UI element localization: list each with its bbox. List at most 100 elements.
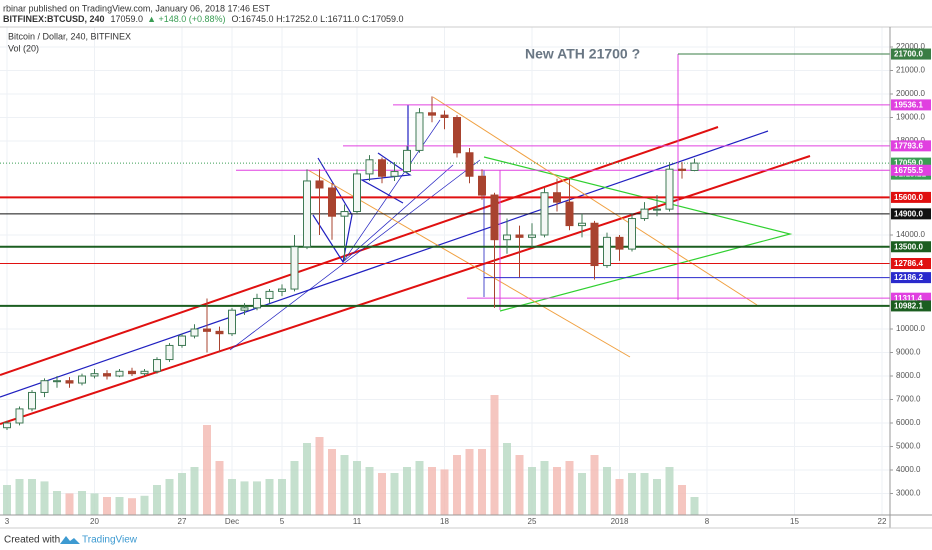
volume-bar [590, 455, 599, 515]
level-box [891, 164, 931, 176]
candle-body [90, 373, 99, 377]
candle-body [65, 380, 74, 384]
volume-bar [565, 461, 574, 515]
volume-bar [165, 479, 174, 515]
volume-bar [190, 467, 199, 515]
pattern [312, 157, 353, 264]
brand: TradingView [82, 535, 138, 546]
volume-bar [365, 467, 374, 515]
volume-bar [315, 437, 324, 515]
candle-body [165, 344, 174, 361]
candle-body [240, 307, 249, 311]
volume-bar [653, 479, 661, 515]
y-tick-label: 10000.0 [896, 324, 925, 333]
volume-bar [528, 467, 536, 515]
y-tick-label: 19000.0 [896, 113, 925, 122]
candle-body [665, 168, 674, 210]
candle-body [28, 391, 36, 410]
change: ▲ +148.0 (+0.88%) [147, 14, 225, 24]
candle-body [478, 175, 486, 196]
candle-body [340, 210, 349, 217]
volume-bar [40, 481, 49, 515]
volume-bar [490, 395, 499, 515]
levels [0, 53, 890, 307]
candle-body [653, 208, 661, 211]
volume-bar [128, 498, 136, 515]
candle-body [615, 236, 624, 250]
y-tick-label: 21000.0 [896, 66, 925, 75]
ohlc: O:16745.0 H:17252.0 L:16711.0 C:17059.0 [232, 14, 404, 24]
x-tick-label: 5 [280, 517, 285, 526]
volume-bar [3, 485, 11, 515]
level-box [891, 140, 931, 152]
candle-body [215, 330, 224, 335]
x-tick-label: 22 [878, 517, 887, 526]
level-box [891, 300, 931, 312]
volume-bar [390, 473, 399, 515]
trend-line [0, 155, 811, 425]
candle-body [190, 328, 199, 337]
level-box [891, 258, 931, 270]
volume-bar [265, 479, 274, 515]
candle-body [153, 359, 161, 372]
y-tick-label: 14000.0 [896, 230, 925, 239]
fan-line [229, 159, 481, 351]
candle-body [378, 159, 386, 177]
volume-bar [228, 479, 236, 515]
x-tick-label: 18 [440, 517, 449, 526]
annotation: New ATH 21700 ? [525, 46, 640, 62]
y-tick-label: 5000.0 [896, 442, 921, 451]
volume-bar [153, 485, 161, 515]
candle-body [490, 194, 499, 241]
candle-body [690, 162, 699, 171]
chart-title: Bitcoin / Dollar, 240, BITFINEX [8, 31, 131, 41]
level-label: 13500.0 [894, 242, 923, 251]
volume-bar [440, 469, 449, 515]
y-tick-label: 7000.0 [896, 395, 921, 404]
candle-body [503, 234, 511, 241]
y-tick-label: 4000.0 [896, 465, 921, 474]
candle-body [290, 246, 299, 290]
volume-bar [240, 481, 249, 515]
publisher: rbinar published on TradingView.com, Jan… [3, 3, 271, 13]
candle-body [415, 112, 424, 151]
candle-body [565, 201, 574, 227]
candle-body [553, 192, 561, 203]
volume-bar [340, 455, 349, 515]
candle-body [3, 422, 11, 429]
channel-line [432, 96, 758, 306]
volume-bar [403, 467, 411, 515]
grid [0, 27, 890, 515]
candle-body [328, 187, 336, 217]
level-box [891, 272, 931, 284]
volume-bar [478, 449, 486, 515]
volume-bar [253, 481, 261, 515]
volume-bar [515, 455, 524, 515]
volume-bar [578, 473, 586, 515]
volume-bar [665, 467, 674, 515]
volume-bar [53, 491, 61, 515]
candle-body [540, 192, 549, 236]
level-label: 11311.4 [894, 294, 923, 303]
level-label: 17793.6 [894, 141, 923, 150]
y-tick-label: 20000.0 [896, 89, 925, 98]
volume-bar [628, 473, 636, 515]
level-box [891, 292, 931, 304]
candle-body [103, 373, 111, 377]
last-price: 17059.0 [111, 14, 144, 24]
volume-bar [115, 497, 124, 515]
volume-bar [615, 479, 624, 515]
candle-body [265, 290, 274, 299]
volume-bar [28, 479, 36, 515]
level-label: 10982.1 [894, 302, 923, 311]
y-tick-label: 9000.0 [896, 348, 921, 357]
volume-bar [690, 497, 699, 515]
volume-bar [78, 491, 86, 515]
x-tick-label: 8 [705, 517, 710, 526]
x-tick-label: 2018 [611, 517, 629, 526]
candle-body [315, 180, 324, 189]
candle-body [365, 159, 374, 175]
x-tick-label: 11 [353, 517, 362, 526]
level-box [891, 157, 931, 169]
symbol: BITFINEX:BTCUSD, 240 [3, 14, 105, 24]
